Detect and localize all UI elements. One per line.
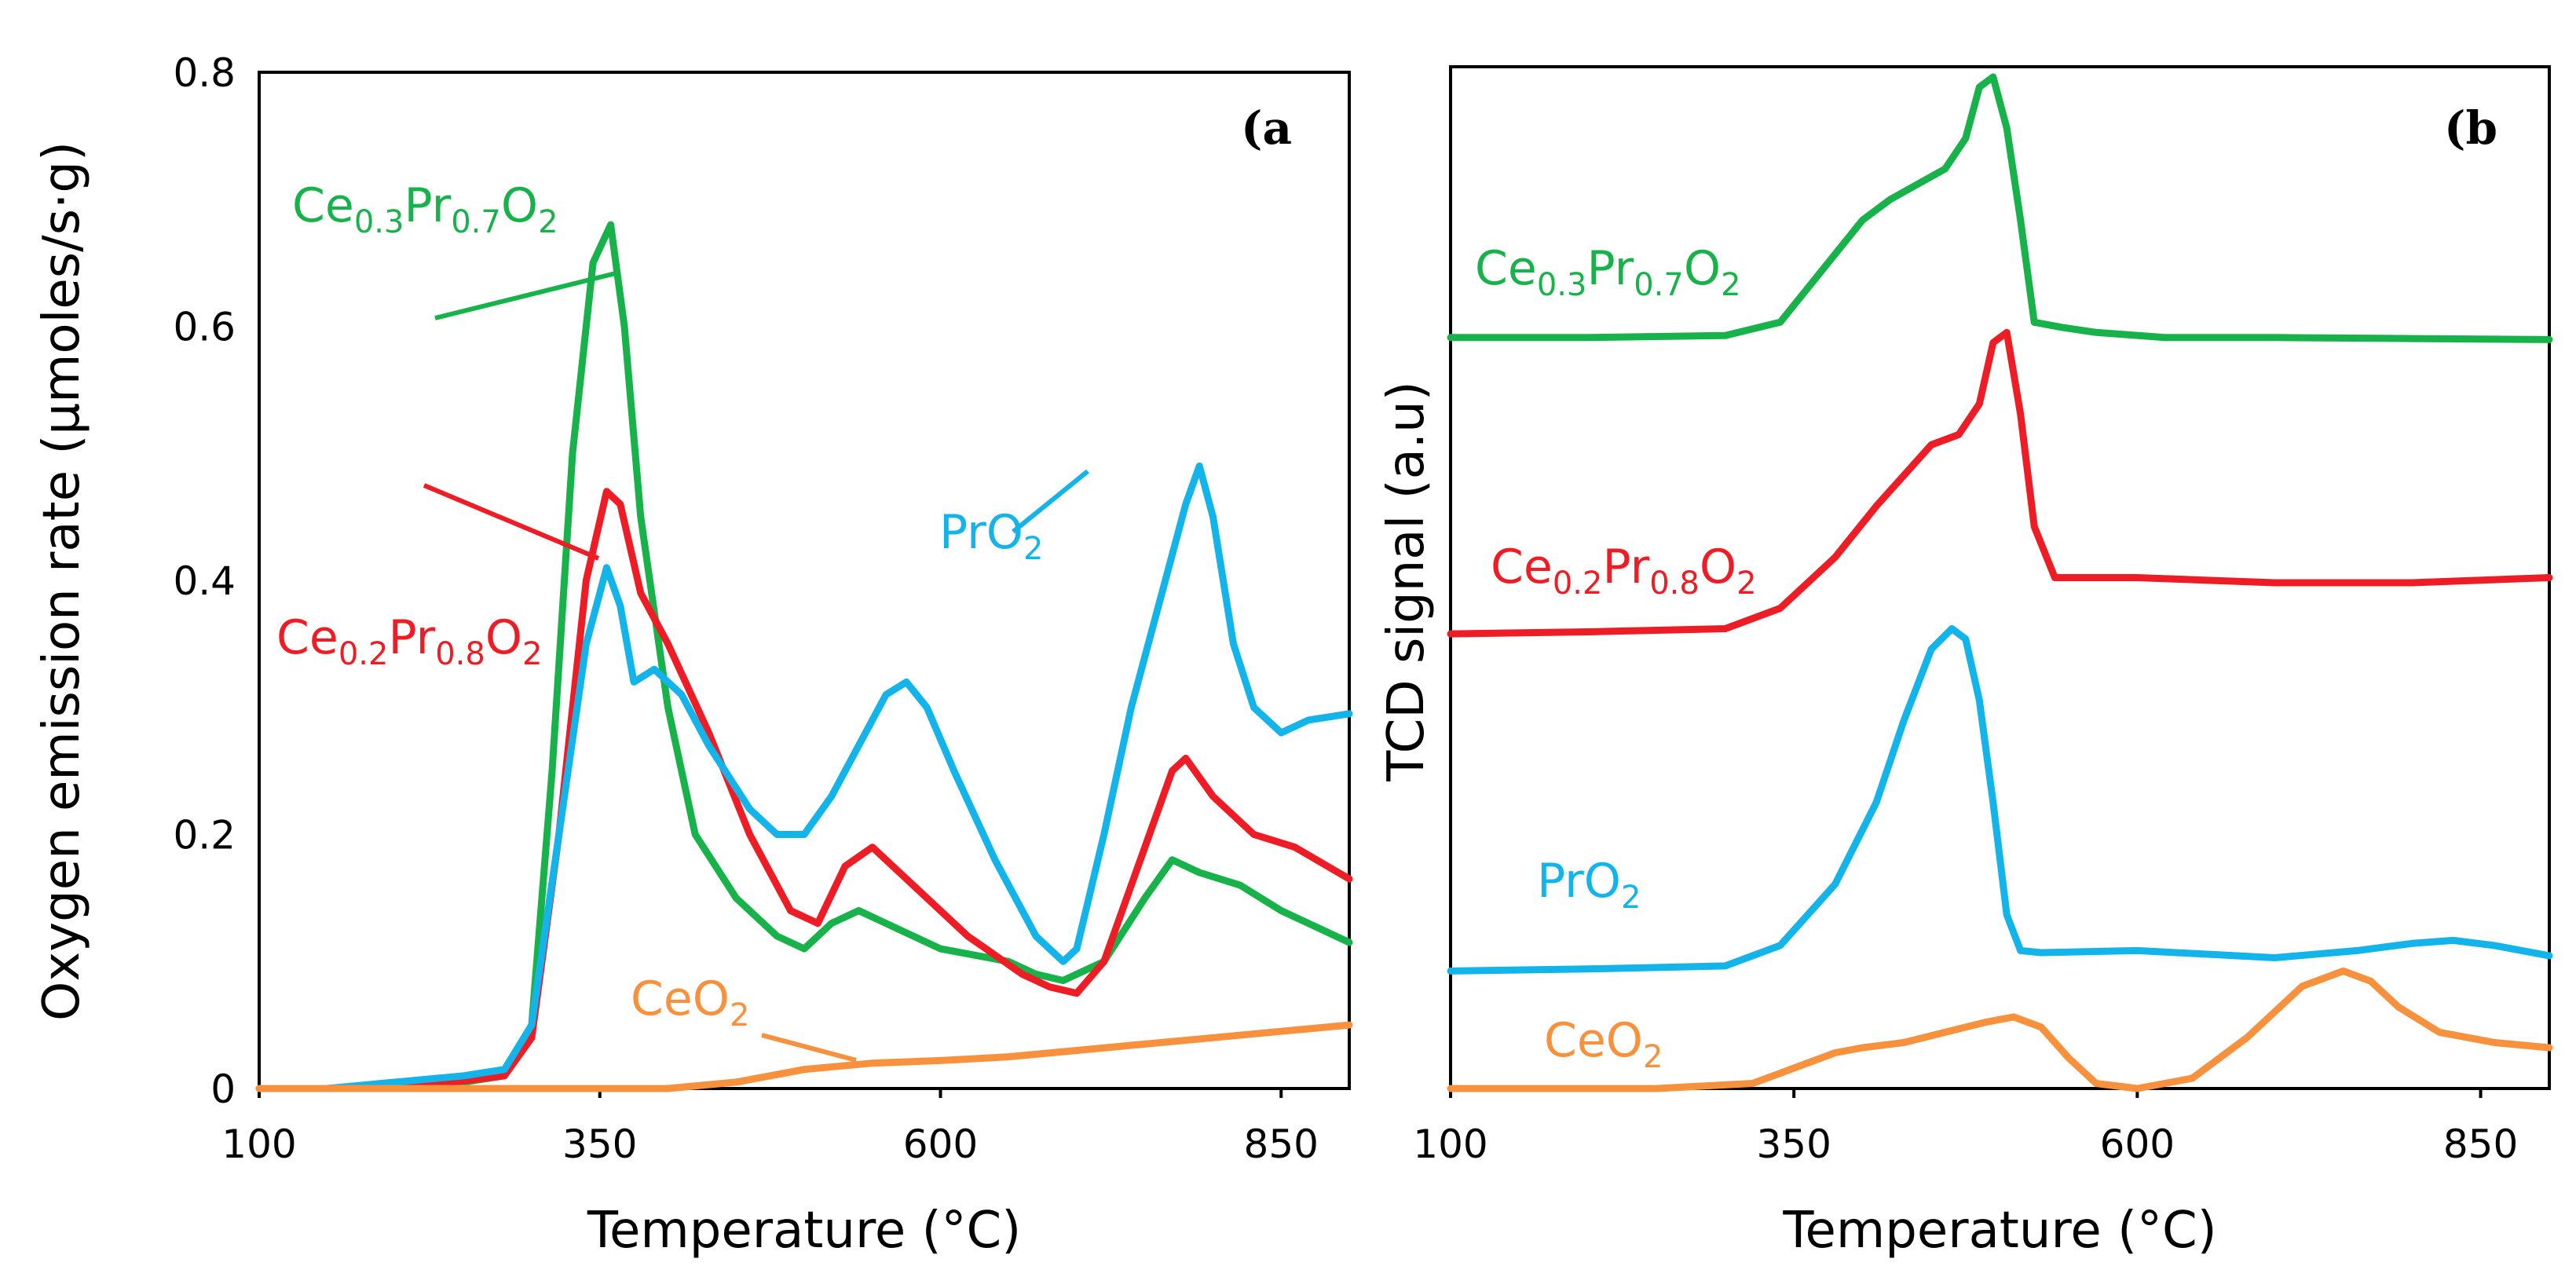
x-tick-label: 850 [1244,1121,1319,1167]
y-tick-label: 0.4 [173,558,236,604]
series-label-pro2: PrO2 [939,505,1043,567]
x-tick-label: 100 [221,1121,296,1167]
series-line-pro2 [255,462,1353,1092]
series-label-ceo2: CeO2 [631,971,750,1034]
plot-frame [258,71,1351,1090]
series-line-ceo2 [255,1021,1353,1092]
x-tick-label: 350 [1756,1121,1831,1167]
panel-letter: (a [1241,101,1292,155]
leader-line-ceo2 [761,1033,857,1063]
series-label-ceo2: CeO2 [1544,1013,1663,1075]
y-axis-title: Oxygen emission rate (µmoles/s·g) [33,141,91,1021]
y-tick-label: 0 [210,1067,236,1112]
x-tick-label: 350 [562,1121,637,1167]
leader-line-ce02 [423,483,600,561]
panel-b: 100 350 600 850 Temperature (°C) TCD signal (… [1378,65,2553,1260]
panel-letter: (b [2444,101,2497,155]
series-label-ce03: Ce0.3Pr0.7O2 [1475,241,1741,303]
x-axis-title: Temperature (°C) [587,1202,1021,1260]
x-tick-label: 850 [2443,1121,2518,1167]
leader-line-pro2 [1012,469,1089,534]
x-axis-title: Temperature (°C) [1782,1202,2216,1260]
y-tick-label: 0.6 [173,305,236,350]
series-label-ce02: Ce0.2Pr0.8O2 [276,610,543,672]
y-axis-title: TCD signal (a.u) [1378,381,1436,781]
series-label-pro2: PrO2 [1537,854,1641,916]
series-line-ce02 [1447,328,2553,638]
series-label-ce03: Ce0.3Pr0.7O2 [292,178,558,240]
panel-a: 100 350 600 850 0 0.2 0.4 0.6 0.8 Temperature (°C… [33,50,1353,1260]
series-label-ce02: Ce0.2Pr0.8O2 [1491,540,1757,602]
series-line-ceo2 [1447,967,2553,1092]
series-line-ce02 [255,488,1353,1092]
x-tick-label: 600 [2100,1121,2175,1167]
y-tick-label: 0.2 [173,813,236,858]
x-tick-label: 600 [903,1121,978,1167]
series-line-ce03 [1447,73,2553,343]
leader-line-ce03 [434,270,620,320]
series-line-pro2 [1447,625,2553,975]
y-tick-label: 0.8 [173,50,236,96]
x-tick-label: 100 [1413,1121,1487,1167]
